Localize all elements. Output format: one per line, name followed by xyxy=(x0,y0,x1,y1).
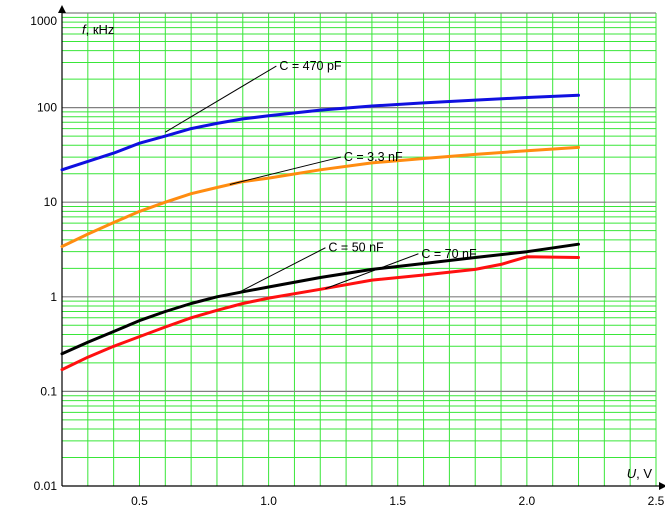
y-tick-label: 100 xyxy=(37,101,57,115)
series-line-3 xyxy=(60,242,580,356)
y-tick-label: 1000 xyxy=(30,14,57,28)
x-tick-label: 1.5 xyxy=(389,494,406,508)
x-tick-label: 2.0 xyxy=(519,494,536,508)
series-label-3: C = 50 nF xyxy=(328,241,384,255)
annotation-leader-3 xyxy=(237,247,326,294)
annotation-leader-4 xyxy=(325,253,419,290)
series-label-1: C = 470 pF xyxy=(279,59,342,73)
x-tick-label: 0.5 xyxy=(131,494,148,508)
x-axis-label: U, V xyxy=(627,466,653,481)
series-label-4: C = 70 nF xyxy=(421,247,477,261)
y-tick-label: 0.01 xyxy=(34,479,58,493)
x-tick-label: 1.0 xyxy=(260,494,277,508)
annotation-leader-2 xyxy=(229,156,342,185)
y-tick-label: 10 xyxy=(44,195,58,209)
y-tick-label: 1 xyxy=(50,290,57,304)
y-tick-label: 0.1 xyxy=(40,384,57,398)
series-line-1 xyxy=(60,93,580,172)
label-leaders xyxy=(165,65,419,294)
x-tick-label: 2.5 xyxy=(648,494,665,508)
annotation-leader-1 xyxy=(165,65,277,133)
series-label-2: C = 3.3 nF xyxy=(344,150,403,164)
series-line-4 xyxy=(60,255,580,372)
plot-grid xyxy=(62,12,657,486)
plot-text: f, кHz U, V 0.5 1.0 1.5 2.0 2.5 0.01 0.1 1 10 100… xyxy=(30,14,664,508)
y-axis-label: f, кHz xyxy=(82,22,114,37)
